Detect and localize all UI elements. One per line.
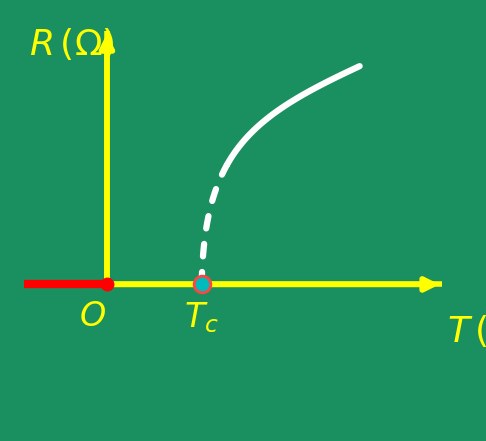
Text: $T_c$: $T_c$ — [184, 300, 219, 335]
Text: $T\,(K)$: $T\,(K)$ — [447, 313, 486, 349]
Text: $R\,(\Omega)$: $R\,(\Omega)$ — [29, 26, 115, 63]
Text: $O$: $O$ — [79, 300, 106, 333]
